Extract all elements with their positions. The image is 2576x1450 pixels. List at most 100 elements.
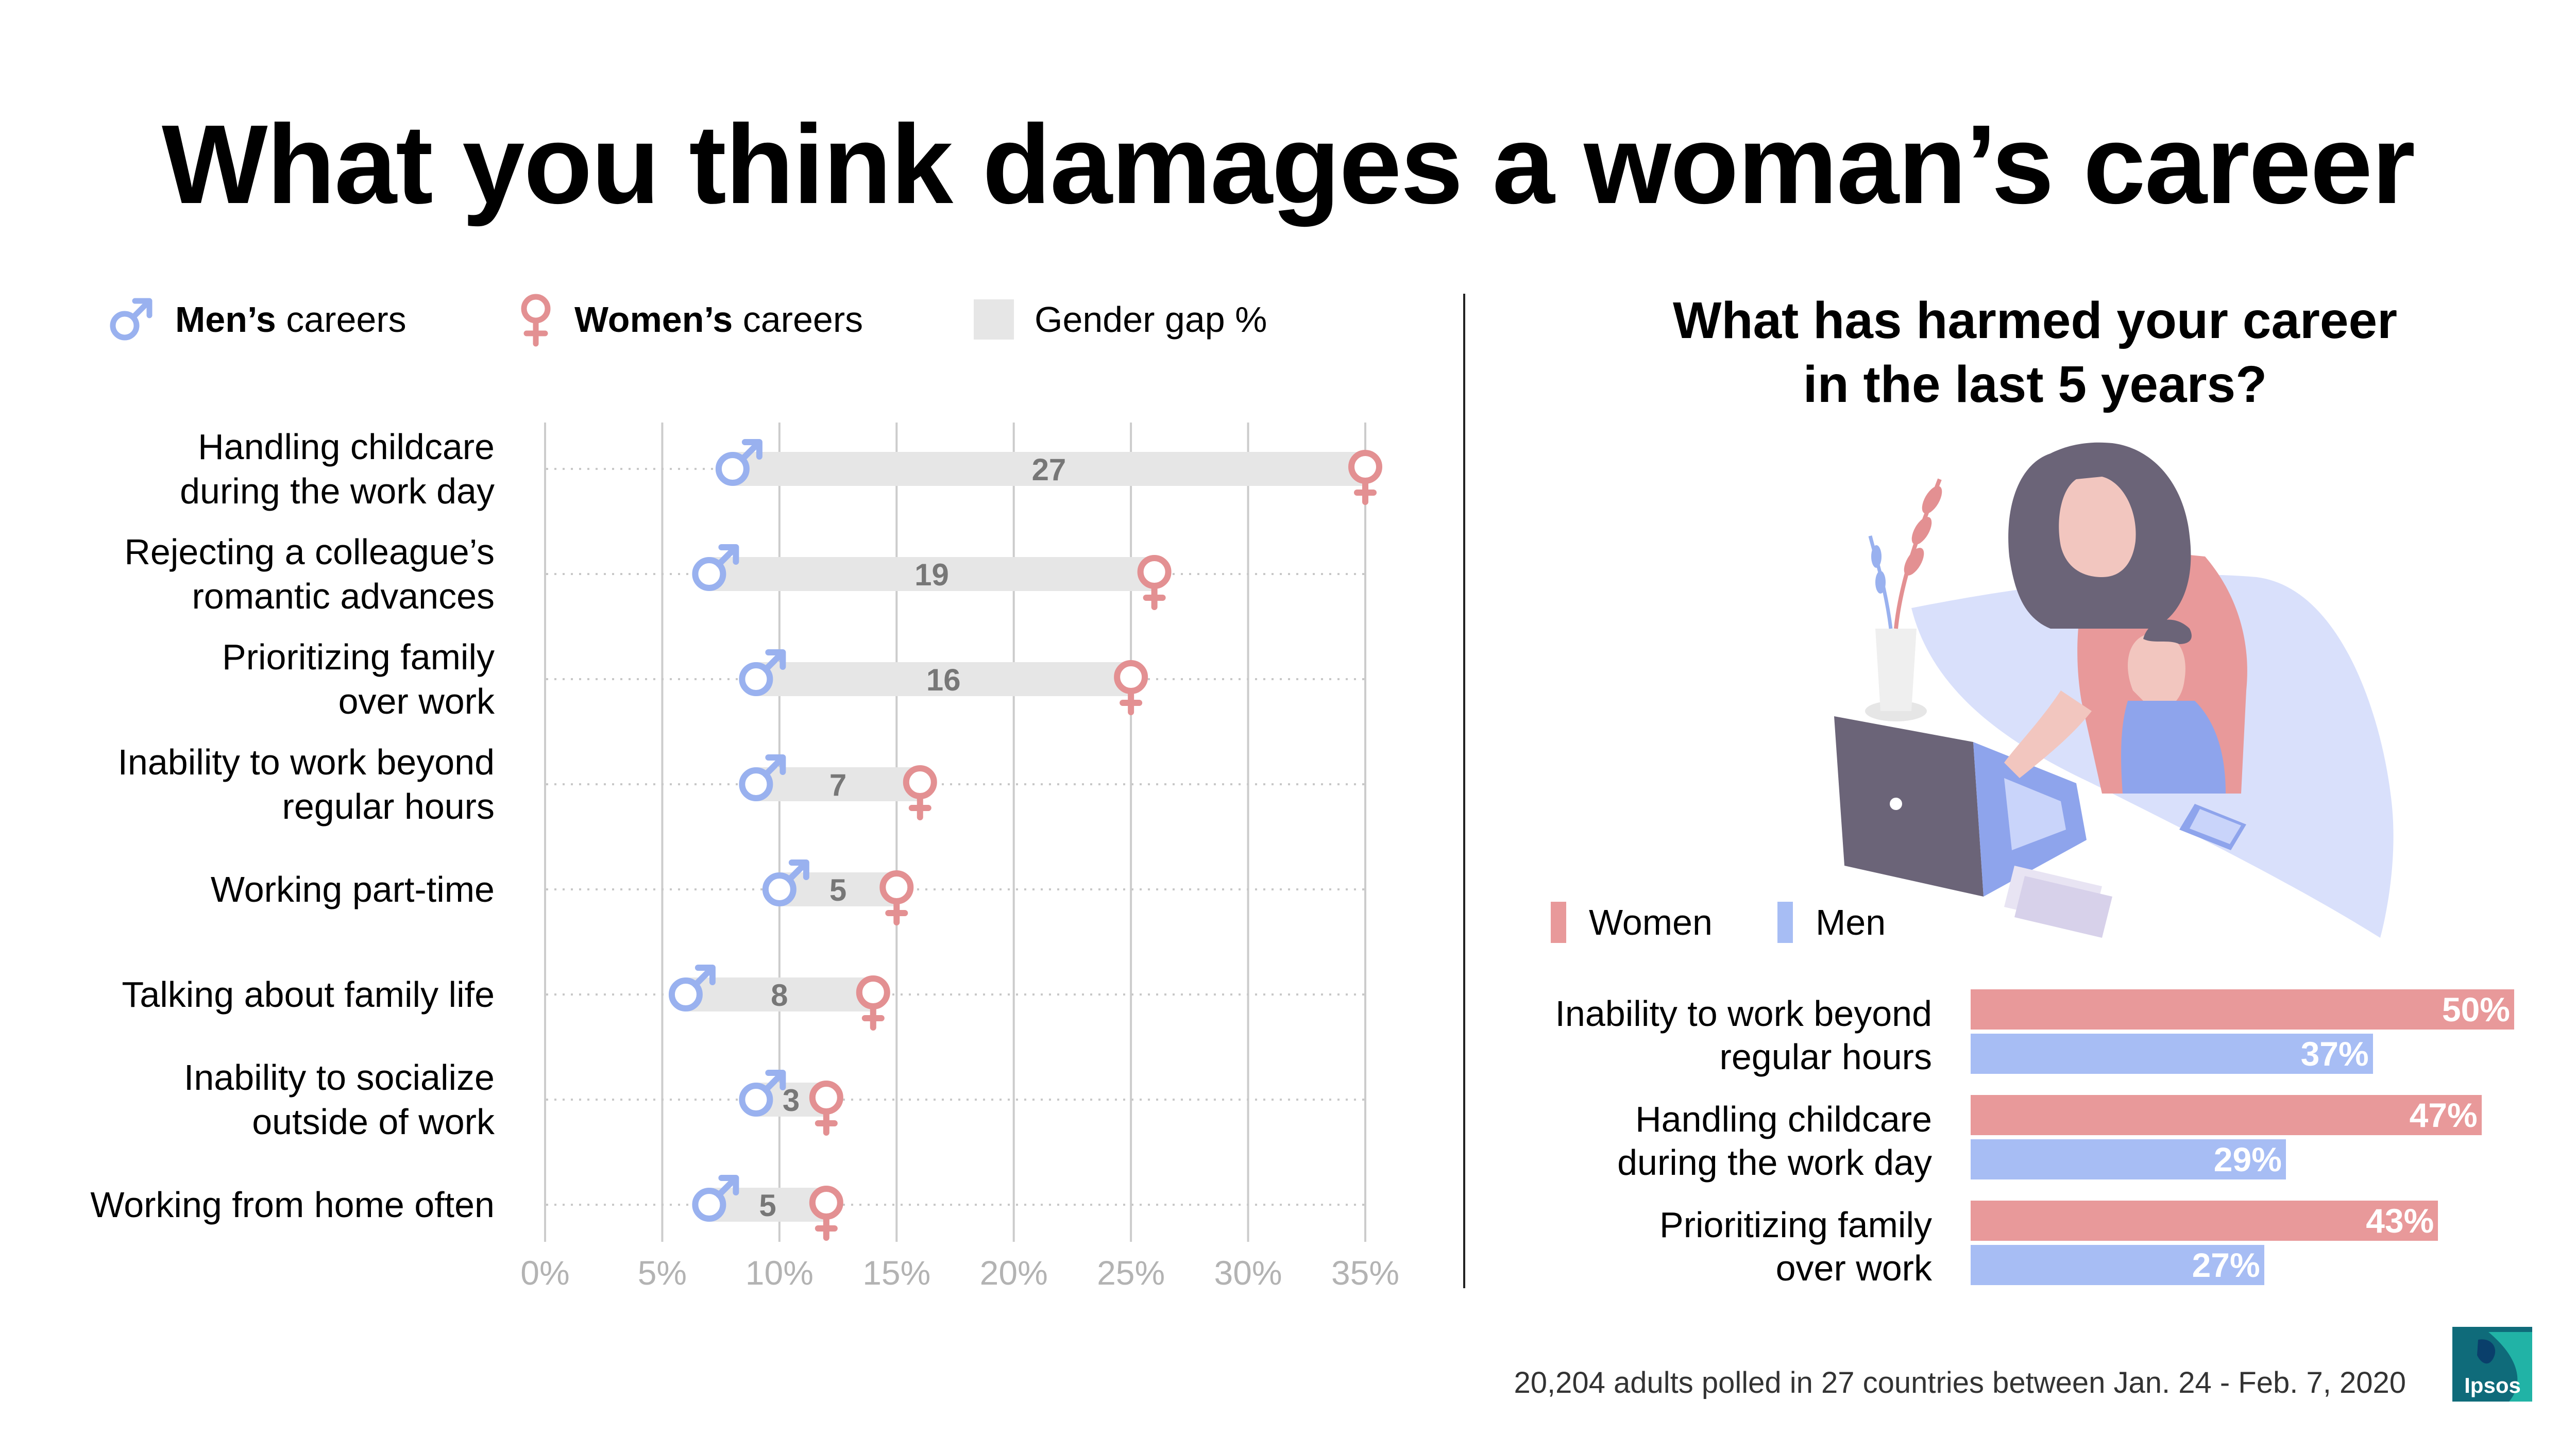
legend-women-rest: careers — [733, 299, 863, 340]
legend-men-bar: Men — [1777, 899, 1886, 946]
page-title: What you think damages a woman’s career — [161, 102, 2415, 227]
row-label: Handling childcare during the work day — [180, 427, 495, 511]
legend-men-bold: Men’s — [175, 299, 276, 340]
legend-men: Men’s careers — [108, 294, 406, 345]
footnote: 20,204 adults polled in 27 countries bet… — [1514, 1366, 2406, 1400]
row-label-line: Handling childcare — [198, 427, 495, 467]
row-label-line: outside of work — [252, 1102, 495, 1142]
female-marker — [809, 1186, 843, 1241]
male-marker — [739, 754, 786, 801]
female-symbol-icon — [521, 294, 551, 347]
row-label: Talking about family life — [122, 974, 495, 1015]
row-label: Working part-time — [211, 869, 495, 909]
row-label: Prioritizing family over work — [222, 637, 495, 721]
gap-label: 27 — [1032, 452, 1066, 487]
x-tick-label: 5% — [638, 1254, 687, 1292]
ipsos-logo-text: Ipsos — [2464, 1373, 2521, 1397]
women-bar: 47% — [1971, 1095, 2482, 1135]
bar-value-label: 27% — [2192, 1246, 2260, 1284]
bar-value-label: 37% — [2300, 1035, 2369, 1073]
legend-women-bar: Women — [1551, 899, 1713, 946]
legend-gap-swatch — [974, 299, 1014, 340]
row-label-line: Working part-time — [211, 869, 495, 909]
row-label-line: over work — [338, 681, 495, 721]
female-marker — [1137, 555, 1172, 610]
x-tick-label: 30% — [1214, 1254, 1282, 1292]
divider — [1463, 294, 1465, 1288]
male-marker — [762, 859, 809, 906]
dumbbell-chart: 0% 5% 10% 15% 20% 25% 30% 35% Handling childcare… — [90, 423, 1399, 1292]
row-label-line: Inability to socialize — [184, 1057, 495, 1098]
male-marker — [668, 965, 716, 1011]
gap-label: 7 — [829, 768, 846, 802]
male-marker — [692, 544, 739, 591]
row-label-line: Prioritizing family — [222, 637, 495, 677]
row-label-line: Talking about family life — [122, 974, 495, 1015]
gap-label: 16 — [926, 663, 961, 697]
harm-chart-title: What has harmed your career in the last … — [1672, 292, 2398, 413]
women-bar: 50% — [1971, 989, 2514, 1030]
gap-bar — [709, 557, 1155, 591]
male-marker — [739, 1070, 786, 1117]
row-label: Working from home often — [90, 1185, 495, 1225]
gap-bar — [779, 872, 897, 906]
men-bar: 37% — [1971, 1034, 2373, 1074]
harm-category-label: Prioritizing family over work — [1659, 1205, 1932, 1288]
male-symbol-icon — [110, 298, 152, 341]
legend-women: Women’s careers — [515, 294, 863, 347]
gap-bar — [732, 452, 1365, 486]
legend-gap: Gender gap % — [974, 294, 1267, 345]
row-label: Inability to work beyond regular hours — [117, 742, 495, 827]
female-marker — [856, 975, 890, 1031]
legend-women-label: Women — [1589, 902, 1713, 942]
row-label-line: Rejecting a colleague’s — [124, 532, 495, 572]
female-marker — [1348, 450, 1382, 505]
bar-value-label: 47% — [2409, 1096, 2478, 1134]
legend-men-swatch — [1777, 902, 1793, 943]
x-tick-label: 20% — [980, 1254, 1048, 1292]
x-tick-label: 10% — [745, 1254, 814, 1292]
gap-label: 3 — [783, 1083, 800, 1118]
women-bar: 43% — [1971, 1201, 2438, 1241]
gap-bar — [685, 977, 873, 1011]
x-tick-label: 15% — [862, 1254, 930, 1292]
gap-label: 8 — [771, 978, 788, 1013]
male-marker — [739, 649, 786, 696]
gap-bar — [756, 662, 1131, 696]
ipsos-logo-icon: Ipsos — [2452, 1327, 2532, 1402]
gap-bar — [709, 1188, 826, 1222]
legend-women-bold: Women’s — [574, 299, 733, 340]
bar-value-label: 43% — [2366, 1202, 2434, 1240]
row-label-line: Inability to work beyond — [117, 742, 495, 782]
legend-women-swatch — [1551, 902, 1566, 943]
row-label-line: romantic advances — [192, 576, 495, 616]
legend-gap-label: Gender gap % — [1035, 299, 1267, 340]
row-label-line: Working from home often — [90, 1185, 495, 1225]
female-marker — [1114, 660, 1148, 715]
gap-label: 5 — [759, 1188, 776, 1223]
men-bar: 29% — [1971, 1139, 2286, 1179]
x-tick-label: 35% — [1331, 1254, 1399, 1292]
row-label-line: regular hours — [282, 786, 495, 827]
gap-label: 19 — [914, 558, 949, 592]
female-marker — [903, 765, 937, 820]
legend-men-rest: careers — [276, 299, 406, 340]
row-label-line: during the work day — [180, 471, 495, 511]
x-tick-label: 0% — [520, 1254, 569, 1292]
male-marker — [715, 439, 762, 486]
x-tick-label: 25% — [1097, 1254, 1165, 1292]
bar-value-label: 50% — [2442, 990, 2510, 1029]
male-marker — [692, 1175, 739, 1222]
bar-value-label: 29% — [2213, 1140, 2282, 1178]
mother-child-laptop-illustration — [1834, 442, 2394, 938]
row-label: Inability to socialize outside of work — [184, 1057, 495, 1142]
row-label: Rejecting a colleague’s romantic advances — [124, 532, 495, 616]
harm-category-label: Handling childcare during the work day — [1617, 1099, 1932, 1183]
men-bar: 27% — [1971, 1245, 2264, 1285]
legend-men-label: Men — [1816, 902, 1886, 942]
harm-category-label: Inability to work beyond regular hours — [1555, 993, 1932, 1077]
gap-label: 5 — [829, 873, 846, 907]
female-marker — [879, 870, 914, 925]
female-marker — [809, 1081, 843, 1136]
